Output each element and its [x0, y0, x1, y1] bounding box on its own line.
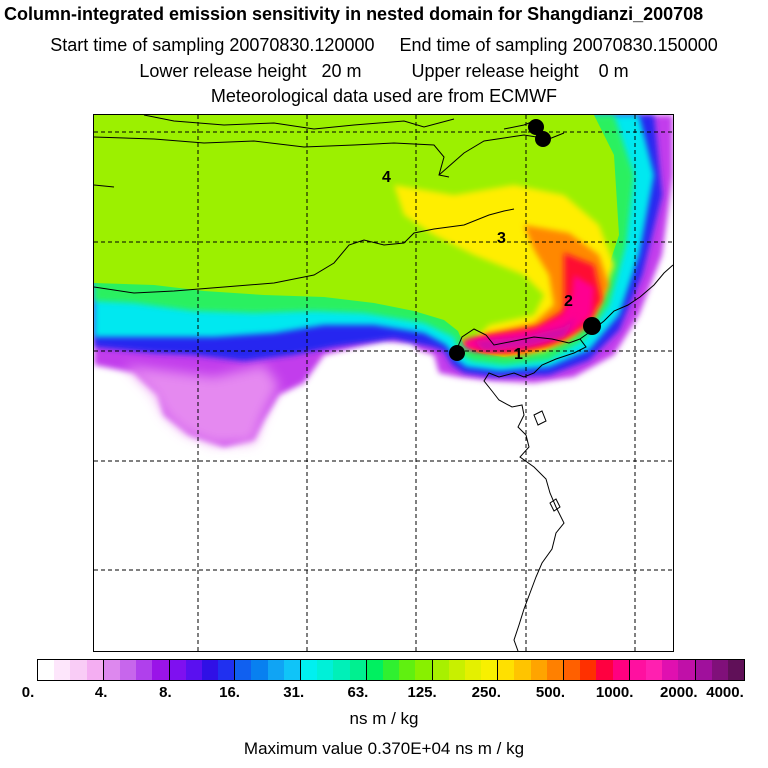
- release-heights: Lower release height 20 m Upper release …: [139, 61, 629, 81]
- plume-label: 4: [382, 169, 391, 186]
- colorbar-cell: [333, 660, 350, 680]
- lat-lon-grid: [94, 115, 673, 651]
- colorbar-cell: [267, 660, 284, 680]
- colorbar-cell: [563, 660, 581, 680]
- coastline: [533, 410, 547, 426]
- station-marker[interactable]: [583, 317, 601, 335]
- colorbar-cell: [662, 660, 679, 680]
- colorbar-cell: [481, 660, 498, 680]
- colorbar-cell: [300, 660, 318, 680]
- colorbar-cell: [678, 660, 695, 680]
- border-line: [94, 136, 450, 178]
- colorbar-cell: [86, 660, 103, 680]
- colorbar-cell: [119, 660, 137, 680]
- colorbar-cell: [628, 660, 646, 680]
- plume-label: 1: [514, 346, 523, 363]
- colorbar-tick-label: 4.: [94, 684, 108, 701]
- colorbar-cell: [234, 660, 252, 680]
- colorbar-cell: [382, 660, 400, 680]
- colorbar-cell: [596, 660, 613, 680]
- colorbar-cell: [694, 660, 712, 680]
- colorbar-cell: [711, 660, 728, 680]
- border-line: [143, 115, 455, 130]
- colorbar-cell: [102, 660, 120, 680]
- colorbar-cell: [317, 660, 334, 680]
- station-marker[interactable]: [535, 131, 551, 147]
- sensitivity-map: 1 2 3 4: [93, 114, 674, 652]
- colorbar-tick-label: 16.: [219, 684, 240, 701]
- station-markers: [449, 119, 601, 361]
- station-marker[interactable]: [528, 119, 544, 135]
- map-canvas: 1 2 3 4: [94, 115, 673, 651]
- colorbar-cell: [365, 660, 383, 680]
- map-title: Column-integrated emission sensitivity i…: [4, 4, 704, 24]
- colorbar-cell: [530, 660, 547, 680]
- colorbar-cell: [349, 660, 366, 680]
- colorbar-cell: [431, 660, 449, 680]
- colorbar-cell: [514, 660, 531, 680]
- maximum-value: Maximum value 0.370E+04 ns m / kg: [243, 739, 525, 758]
- colorbar-cell: [399, 660, 416, 680]
- colorbar-cell: [283, 660, 300, 680]
- border-line: [94, 208, 515, 294]
- colorbar-tick-label: 0.: [21, 684, 35, 701]
- colorbar-cell: [497, 660, 515, 680]
- colorbar-tick-label: 4000.: [706, 684, 744, 701]
- colorbar-cell: [168, 660, 186, 680]
- border-line: [438, 132, 565, 176]
- colorbar-cell: [415, 660, 432, 680]
- colorbar-cell: [38, 660, 55, 680]
- colorbar-cell: [218, 660, 235, 680]
- colorbar-cell: [612, 660, 629, 680]
- colorbar-tick-label: 8.: [159, 684, 172, 701]
- colorbar-tick-label: 63.: [347, 684, 369, 701]
- colorbar-unit: ns m / kg: [349, 709, 419, 728]
- colorbar-cell: [251, 660, 268, 680]
- colorbar-cell: [54, 660, 71, 680]
- colorbar-tick-label: 500.: [535, 684, 566, 701]
- colorbar-tick-label: 1000.: [595, 684, 634, 701]
- colorbar-cell: [136, 660, 153, 680]
- colorbar: [37, 659, 745, 681]
- border-line: [94, 184, 115, 188]
- meteo-source: Meteorological data used are from ECMWF: [210, 86, 558, 106]
- plume-label: 3: [497, 230, 506, 247]
- colorbar-tick-label: 125.: [407, 684, 437, 701]
- plume-labels: 1 2 3 4: [382, 169, 573, 363]
- plume-label: 2: [564, 293, 573, 310]
- colorbar-tick-label: 31.: [283, 684, 305, 701]
- colorbar-cell: [464, 660, 482, 680]
- coastline: [549, 498, 561, 512]
- colorbar-cell: [70, 660, 87, 680]
- colorbar-cell: [727, 660, 745, 680]
- plume-band-yellowgreen: [94, 115, 619, 357]
- colorbar-cell: [645, 660, 663, 680]
- colorbar-tick-label: 250.: [471, 684, 501, 701]
- colorbar-cell: [152, 660, 169, 680]
- plume-field: [94, 115, 673, 447]
- colorbar-cell: [448, 660, 465, 680]
- plume-band-light-purple: [124, 365, 279, 445]
- sampling-times: Start time of sampling 20070830.120000 E…: [50, 35, 718, 55]
- coastline: [455, 328, 587, 651]
- colorbar-cell: [580, 660, 597, 680]
- plume-band-dark-magenta: [474, 317, 576, 351]
- colorbar-tick-label: 2000.: [660, 684, 698, 701]
- colorbar-cell: [185, 660, 202, 680]
- colorbar-cell: [201, 660, 219, 680]
- colorbar-cell: [546, 660, 563, 680]
- station-marker[interactable]: [449, 345, 465, 361]
